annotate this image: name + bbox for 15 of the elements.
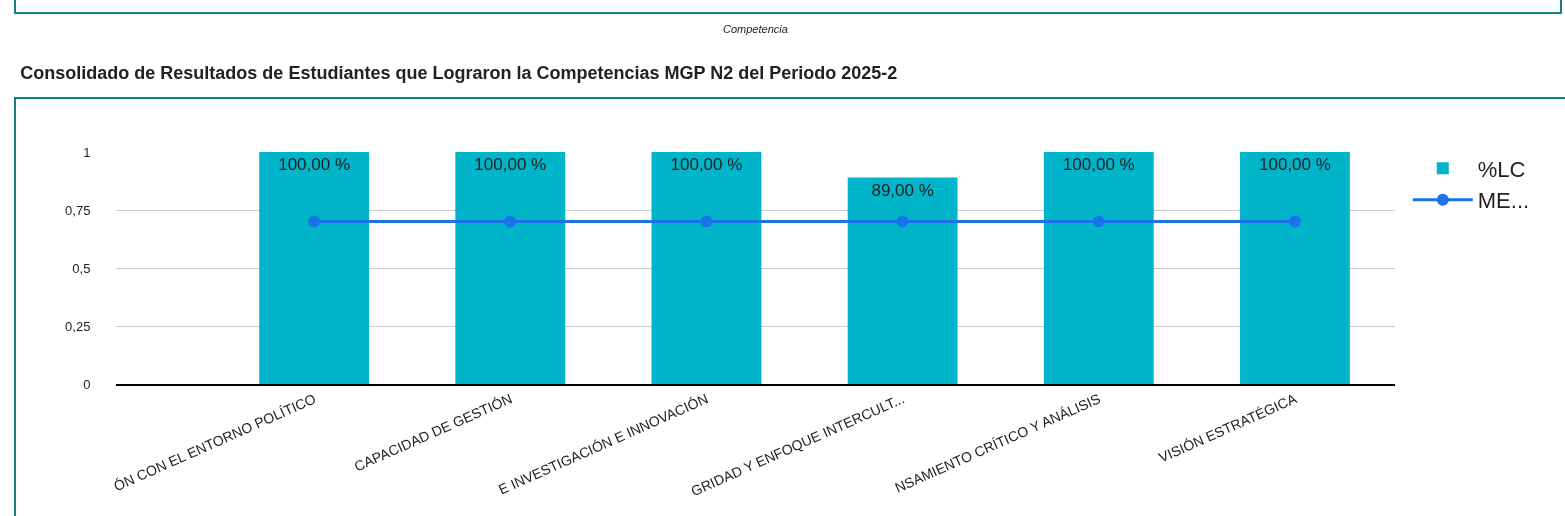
y-tick-label: 0 [83, 376, 91, 392]
y-tick-label: 0,75 [65, 202, 91, 218]
legend-label: ME... [1477, 188, 1530, 214]
data-label: 100,00 % [1259, 155, 1331, 174]
data-label: 100,00 % [278, 155, 351, 174]
data-label: 100,00 % [474, 155, 547, 174]
data-label: 100,00 % [1062, 155, 1135, 174]
data-label: 89,00 % [871, 180, 934, 200]
text: Competencia [723, 23, 788, 35]
legend-label: %LC [1477, 156, 1526, 182]
chart-title: Consolidado de Resultados de Estudiantes que Lograron la Competencias MGP N2 del Periodo 2025-2 [20, 62, 898, 83]
y-tick-label: 1 [83, 144, 91, 160]
y-tick-label: 0,25 [65, 318, 91, 334]
data-label: 100,00 % [670, 155, 743, 174]
y-tick-label: 0,5 [72, 260, 91, 276]
